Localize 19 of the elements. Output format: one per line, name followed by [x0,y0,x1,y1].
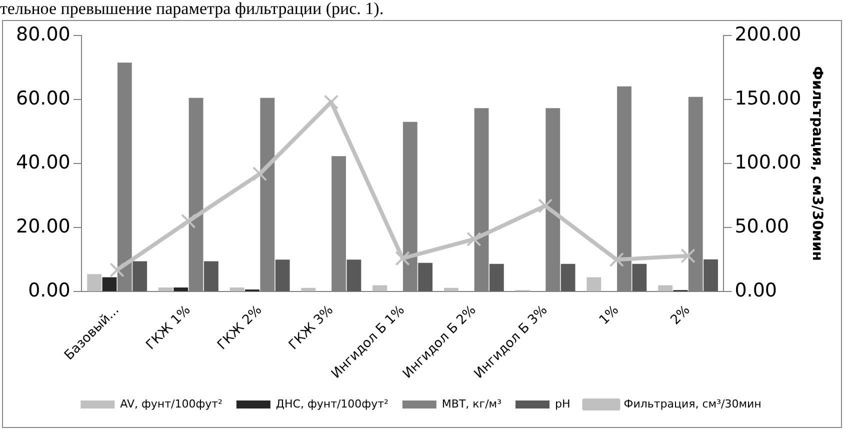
y2-tick-label: 150.00 [734,87,802,110]
x-tick-label: 2% [668,302,694,328]
legend-label: pH [555,397,570,410]
y2-tick-label: 100.00 [734,151,802,174]
y2-tick-label: 0.00 [734,280,778,302]
y2-axis-title: Фильтрация, см3/30мин [808,66,825,261]
y-tick-label: 20.00 [16,216,70,238]
y-tick-label: 60.00 [16,87,70,110]
y-tick-label: 0.00 [28,280,70,302]
y-tick-label: 80.00 [16,23,70,46]
x-tick-label: 1% [596,302,622,328]
y2-tick-label: 200.00 [734,23,802,46]
legend-label: AV, фунт/100фут² [120,397,222,410]
legend-label: MBT, кг/м³ [442,397,502,410]
legend-label: Фильтрация, см³/30мин [624,397,762,410]
legend-label: ДНС, фунт/100фут² [276,397,388,410]
y-tick-label: 40.00 [16,151,70,174]
y2-tick-label: 50.00 [734,216,790,238]
text: тельное превышение параметра фильтрации (рис. 1). [0,0,385,20]
